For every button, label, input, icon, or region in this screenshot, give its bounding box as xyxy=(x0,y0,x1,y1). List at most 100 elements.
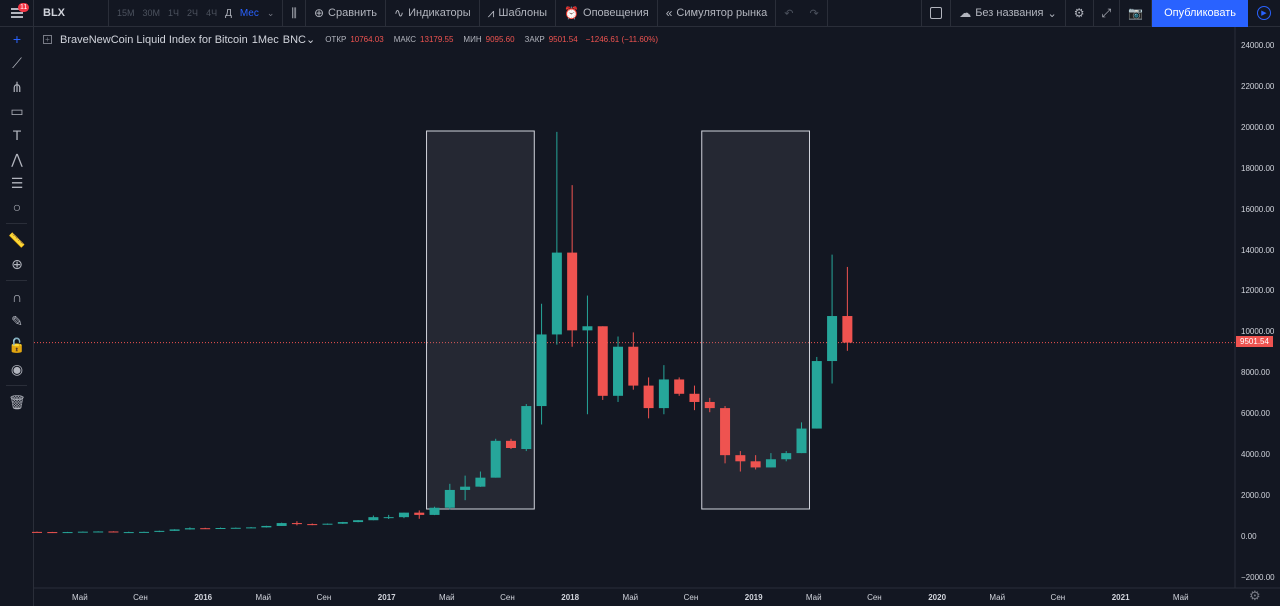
redo-button[interactable]: ↷ xyxy=(802,0,828,27)
interval-30m[interactable]: 30M xyxy=(142,8,161,18)
play-button[interactable]: ▶ xyxy=(1248,0,1280,27)
gear-icon: ⚙ xyxy=(1073,6,1085,20)
indicators-button[interactable]: ∿ Индикаторы xyxy=(386,0,480,27)
interval-dropdown-chevron-icon[interactable]: ⌄ xyxy=(266,7,275,18)
symbol-search-button[interactable]: BLX xyxy=(34,0,109,27)
divider xyxy=(6,223,27,224)
exchange-label[interactable]: BNC⌄ xyxy=(283,33,315,46)
candle xyxy=(93,531,104,533)
candle xyxy=(796,422,807,454)
candle xyxy=(169,529,180,531)
candle xyxy=(383,514,394,519)
chart-type-button[interactable]: ⫼ xyxy=(283,0,306,27)
replay-button[interactable]: «Симулятор рынка xyxy=(658,0,777,27)
candle-body xyxy=(93,531,104,533)
candle xyxy=(475,471,486,487)
fullscreen-button[interactable]: ⤢ xyxy=(1094,0,1121,27)
alerts-button[interactable]: ⏰ Оповещения xyxy=(556,0,658,27)
text-icon[interactable]: T xyxy=(12,127,22,143)
crosshair-icon[interactable]: + xyxy=(12,31,22,47)
time-tick-label: 2016 xyxy=(194,593,213,602)
candle xyxy=(77,531,88,533)
highlight-rectangle[interactable] xyxy=(701,130,811,510)
candle-body xyxy=(597,326,608,396)
price-tick-label: 14000.00 xyxy=(1241,245,1275,255)
projection-icon[interactable]: ☰ xyxy=(10,174,24,191)
pattern-icon[interactable]: ⋀ xyxy=(11,150,23,167)
layout-name-button[interactable]: ☁ Без названия ⌄ xyxy=(951,0,1066,27)
series-legend: + BraveNewCoin Liquid Index for Bitcoin … xyxy=(43,33,658,46)
trash-icon[interactable]: 🗑 xyxy=(8,393,26,410)
publish-button[interactable]: Опубликовать xyxy=(1152,0,1248,27)
candle xyxy=(658,365,669,415)
high-label: МАКС xyxy=(393,35,417,44)
undo-button[interactable]: ↶ xyxy=(784,7,794,20)
hamburger-icon xyxy=(10,12,23,14)
low-value: 9095.60 xyxy=(485,35,515,44)
candle xyxy=(643,377,654,419)
candle-body xyxy=(398,512,409,518)
interval-2h[interactable]: 2Ч xyxy=(187,8,199,18)
symbol-title[interactable]: BraveNewCoin Liquid Index for Bitcoin xyxy=(60,33,248,46)
chevron-down-icon: ⌄ xyxy=(1047,7,1057,20)
time-tick-label: Май xyxy=(622,593,639,602)
eye-icon[interactable]: ◉ xyxy=(10,360,24,377)
candle-body xyxy=(77,531,88,533)
interval-4h[interactable]: 4Ч xyxy=(206,8,218,18)
alerts-label: Оповещения xyxy=(583,7,649,19)
square-icon xyxy=(930,7,943,19)
time-tick-label: Сен xyxy=(1050,593,1066,602)
fullscreen-square-button[interactable] xyxy=(921,0,952,27)
price-tick-label: 24000.00 xyxy=(1241,40,1275,50)
price-tick-label: 6000.00 xyxy=(1241,409,1270,419)
candle-body xyxy=(47,532,58,534)
play-icon: ▶ xyxy=(1257,6,1271,20)
compare-button[interactable]: ⊕ Сравнить xyxy=(306,0,387,27)
candle-body xyxy=(720,408,731,456)
indicators-label: Индикаторы xyxy=(408,7,471,19)
interval-month[interactable]: Мес xyxy=(239,7,259,19)
candle xyxy=(460,475,471,501)
zoom-in-icon[interactable]: ⊕ xyxy=(11,255,23,272)
axis-settings-gear-icon[interactable]: ⚙ xyxy=(1249,588,1261,603)
candle-body xyxy=(475,477,486,487)
price-tick-label: 20000.00 xyxy=(1241,122,1275,132)
candle xyxy=(108,531,119,533)
time-tick-label: Май xyxy=(438,593,455,602)
pitchfork-icon[interactable]: ⋔ xyxy=(11,78,23,95)
menu-button[interactable]: 11 xyxy=(0,0,34,27)
exchange-text: BNC xyxy=(282,34,306,46)
candle-body xyxy=(765,459,776,468)
lock-icon[interactable]: 🔓 xyxy=(8,336,26,353)
interval-1h[interactable]: 1Ч xyxy=(168,8,180,18)
candle-body xyxy=(246,527,257,529)
interval-day[interactable]: Д xyxy=(225,7,232,19)
candle xyxy=(551,131,562,345)
candle-body xyxy=(827,316,838,362)
open-label: ОТКР xyxy=(325,35,347,44)
circle-icon[interactable]: ○ xyxy=(12,199,22,215)
settings-button[interactable]: ⚙ xyxy=(1066,0,1094,27)
trend-line-icon[interactable]: ⟋ xyxy=(12,54,22,71)
rectangle-icon[interactable]: ▭ xyxy=(10,102,24,119)
price-tick-label: 4000.00 xyxy=(1241,450,1270,460)
candle xyxy=(811,356,822,429)
candle xyxy=(704,397,715,413)
highlight-rectangle[interactable] xyxy=(426,130,535,510)
collapse-legend-icon[interactable]: + xyxy=(43,35,52,44)
candle xyxy=(429,506,440,516)
price-tick-label: 12000.00 xyxy=(1241,286,1275,296)
magnet-icon[interactable]: ∩ xyxy=(11,289,23,305)
interval-15m[interactable]: 15M xyxy=(117,8,135,18)
divider xyxy=(6,280,27,281)
time-tick-label: Сен xyxy=(316,593,332,602)
compare-label: Сравнить xyxy=(328,7,378,19)
candle xyxy=(414,510,425,519)
snapshot-button[interactable]: 📷 xyxy=(1120,0,1153,27)
templates-button[interactable]: ⩘ Шаблоны xyxy=(480,0,557,27)
time-tick-label: 2021 xyxy=(1111,593,1130,602)
candle xyxy=(689,385,700,411)
pencil-lock-icon[interactable]: ✎ xyxy=(11,312,23,329)
ruler-icon[interactable]: 📏 xyxy=(8,231,26,248)
